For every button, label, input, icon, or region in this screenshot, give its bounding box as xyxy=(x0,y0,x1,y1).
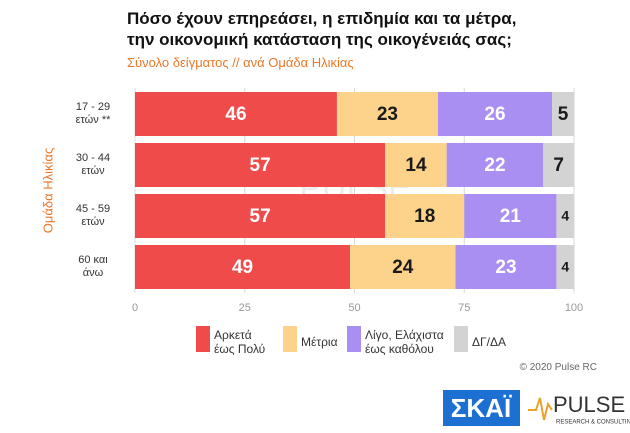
x-tick-label: 25 xyxy=(239,302,251,314)
data-label: 5 xyxy=(558,104,569,125)
bar-segment xyxy=(556,245,574,289)
legend-label: ΔΓ/ΔΑ xyxy=(472,335,506,349)
data-label: 14 xyxy=(405,155,427,176)
bar-segment xyxy=(437,92,553,136)
chart-subtitle: Σύνολο δείγματος // ανά Ομάδα Ηλικίας xyxy=(127,55,354,70)
legend-label: Μέτρια xyxy=(301,335,338,349)
bar-segment xyxy=(135,92,337,136)
chart-title: Πόσο έχουν επηρεάσει, η επιδημία και τα … xyxy=(127,9,517,49)
bar-segment xyxy=(135,194,386,238)
y-tick-label: 17 - 29 ετών ** xyxy=(75,101,111,126)
bar-segment xyxy=(552,92,574,136)
logo-pulse-sub: RESEARCH & CONSULTING xyxy=(556,420,630,426)
bar-segment xyxy=(543,143,574,187)
legend-swatch xyxy=(196,326,210,352)
bar-segment xyxy=(135,143,386,187)
bar-segment xyxy=(336,92,438,136)
data-label: 49 xyxy=(232,257,253,278)
bar-segment xyxy=(135,245,351,289)
x-tick-label: 100 xyxy=(565,302,583,314)
y-axis-title: Ομάδα Ηλικίας xyxy=(40,148,55,233)
data-label: 57 xyxy=(250,206,271,227)
data-label: 21 xyxy=(500,206,522,227)
bar-segment xyxy=(455,245,557,289)
y-tick-label: 30 - 44 ετών xyxy=(75,152,111,177)
x-tick-label: 75 xyxy=(458,302,470,314)
bar-segment xyxy=(385,143,447,187)
legend-label: Λίγο, Ελάχιστα έως καθόλου xyxy=(365,328,444,356)
data-label: 4 xyxy=(561,259,569,275)
x-tick-label: 50 xyxy=(348,302,360,314)
logo-skai: ΣΚΑΪ xyxy=(451,393,512,423)
data-label: 4 xyxy=(561,208,569,224)
bar-segment xyxy=(350,245,456,289)
legend-swatch xyxy=(283,326,297,352)
x-tick-label: 0 xyxy=(132,302,138,314)
bar-segment xyxy=(556,194,574,238)
data-label: 24 xyxy=(392,257,414,278)
data-label: 18 xyxy=(414,206,435,227)
data-label: 7 xyxy=(553,155,564,176)
data-label: 46 xyxy=(225,104,246,125)
legend-label: Αρκετά έως Πολύ xyxy=(214,328,266,356)
data-label: 23 xyxy=(377,104,398,125)
data-label: 23 xyxy=(495,257,516,278)
data-label: 22 xyxy=(484,155,505,176)
y-tick-label: 60 και άνω xyxy=(78,254,108,279)
logo-pulse-wave xyxy=(528,397,553,421)
logo-box xyxy=(443,390,520,426)
y-tick-label: 45 - 59 ετών xyxy=(75,203,111,228)
data-label: 57 xyxy=(250,155,271,176)
bar-segment xyxy=(446,143,544,187)
copyright: © 2020 Pulse RC xyxy=(520,362,597,373)
logo-pulse: PULSE xyxy=(553,392,625,417)
bar-segment xyxy=(464,194,557,238)
legend-swatch xyxy=(454,326,468,352)
legend-swatch xyxy=(347,326,361,352)
bar-segment xyxy=(385,194,465,238)
data-label: 26 xyxy=(484,104,505,125)
